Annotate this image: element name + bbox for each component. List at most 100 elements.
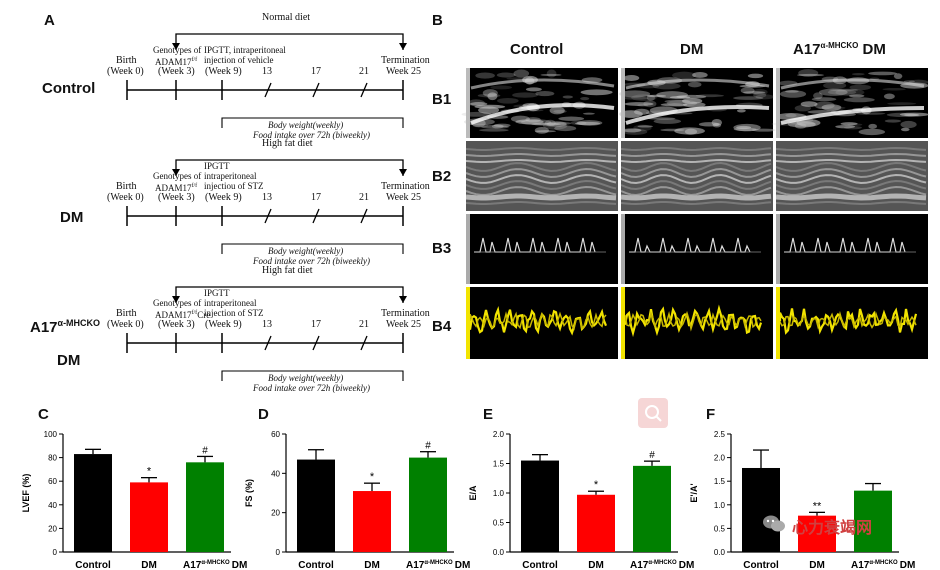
birth-week-label: (Week 0) <box>107 319 144 330</box>
echo-image-b1-2 <box>776 68 928 138</box>
bar-chart-f: 0.0 0.5 1.0 1.5 2.0 2.5 E'/A' ** Control DM A17α-M… <box>668 420 898 570</box>
y-tick-label: 2.0 <box>493 430 505 439</box>
y-tick-label: 2.0 <box>714 454 726 463</box>
week-21-label: 21 <box>359 192 369 203</box>
arrow-down-icon <box>399 43 407 50</box>
bar-control <box>742 468 780 552</box>
echo-image-b1-1 <box>621 68 773 138</box>
y-tick-label: 1.5 <box>714 477 726 486</box>
ipgtt-week-label: (Week 9) <box>205 192 242 203</box>
y-tick-label: 0 <box>53 548 58 557</box>
watermark-text: 心力衰竭网 <box>792 514 872 538</box>
echo-col-control: Control <box>510 41 563 58</box>
x-tick-label-control: Control <box>522 560 558 570</box>
week-17-label: 17 <box>311 66 321 77</box>
week-13-label: 13 <box>262 192 272 203</box>
ipgtt-label: IPGTT <box>204 161 230 171</box>
bar-dm <box>130 482 168 552</box>
x-tick-label-a17: A17α-MHCKO DM <box>851 560 915 570</box>
ipgtt-route-label: intraperitoneal <box>204 298 256 308</box>
echo-row-b4: B4 <box>432 318 451 335</box>
y-tick-label: 0.0 <box>493 548 505 557</box>
birth-label: Birth <box>116 181 137 192</box>
bar-a17 <box>409 458 447 552</box>
x-tick-label-control: Control <box>743 560 779 570</box>
bar-a17 <box>186 462 224 552</box>
echo-image-b2-2 <box>776 141 928 211</box>
echo-col-dm: DM <box>680 41 703 58</box>
echo-image-b2-0 <box>466 141 618 211</box>
x-tick-label-dm: DM <box>141 560 157 570</box>
echo-col-a17: A17α-MHCKO DM <box>793 41 886 58</box>
y-tick-label: 2.5 <box>714 430 726 439</box>
x-tick-label-dm: DM <box>809 560 825 570</box>
birth-week-label: (Week 0) <box>107 192 144 203</box>
y-tick-label: 1.0 <box>714 501 726 510</box>
echo-image-b1-0 <box>466 68 618 138</box>
y-tick-label: 0.0 <box>714 548 726 557</box>
ipgtt-agent-label: injection of STZ <box>204 308 264 318</box>
magnifier-icon <box>638 398 668 428</box>
x-tick-label-control: Control <box>75 560 111 570</box>
arrow-down-icon <box>399 169 407 176</box>
bar-dm <box>577 495 615 552</box>
group-label-dm: DM <box>60 209 83 226</box>
food-intake-label: Food intake over 72h (biweekly) <box>253 383 370 393</box>
group-label-a17-dm: DM <box>57 352 80 369</box>
echo-image-b4-0 <box>466 287 618 359</box>
y-axis-label: LVEF (%) <box>21 474 31 513</box>
y-tick-label: 1.5 <box>493 460 505 469</box>
birth-week-label: (Week 0) <box>107 66 144 77</box>
bar-dm <box>353 491 391 552</box>
y-tick-label: 60 <box>48 477 57 486</box>
group-label-control: Control <box>42 80 95 97</box>
bodyweight-label: Body weight(weekly) <box>268 246 343 256</box>
termination-week-label: Week 25 <box>386 192 421 203</box>
bar-a17 <box>633 466 671 552</box>
significance-marker: * <box>370 471 375 483</box>
week-17-label: 17 <box>311 319 321 330</box>
week-13-label: 13 <box>262 66 272 77</box>
wechat-logo-icon <box>762 514 786 534</box>
y-tick-label: 60 <box>271 430 280 439</box>
genotype-week-label: (Week 3) <box>158 192 195 203</box>
y-tick-label: 20 <box>271 509 280 518</box>
genotype-label: Genotypes of <box>153 171 201 181</box>
y-tick-label: 40 <box>48 501 57 510</box>
genotype-label: Genotypes of <box>153 298 201 308</box>
termination-label: Termination <box>381 308 430 319</box>
ipgtt-route-label: intraperitoneal <box>204 171 256 181</box>
arrow-down-icon <box>399 296 407 303</box>
ipgtt-agent-label: injectiou of STZ <box>204 181 264 191</box>
y-axis-label: FS (%) <box>244 479 254 507</box>
y-tick-label: 40 <box>271 469 280 478</box>
bar-chart-c: 0 20 40 60 80 100 LVEF (%) * # Control DM A17α-MHCK… <box>0 420 230 570</box>
x-tick-label-control: Control <box>298 560 334 570</box>
y-tick-label: 0.5 <box>714 524 726 533</box>
bar-control <box>297 460 335 552</box>
y-tick-label: 0 <box>276 548 281 557</box>
bar-control <box>74 454 112 552</box>
y-tick-label: 100 <box>44 430 58 439</box>
group-label-a17: A17α-MHCKO <box>30 318 100 336</box>
echo-image-b3-2 <box>776 214 928 284</box>
y-tick-label: 80 <box>48 454 57 463</box>
x-tick-label-dm: DM <box>364 560 380 570</box>
ipgtt-week-label: (Week 9) <box>205 319 242 330</box>
diet-label: Normal diet <box>262 12 310 23</box>
diet-label: High fat diet <box>262 265 313 276</box>
significance-marker: # <box>649 450 655 461</box>
echo-image-b3-1 <box>621 214 773 284</box>
significance-marker: * <box>594 479 599 491</box>
week-17-label: 17 <box>311 192 321 203</box>
termination-label: Termination <box>381 181 430 192</box>
bar-chart-e: 0.0 0.5 1.0 1.5 2.0 E/A * # Control DM A17α-MHCKO D… <box>447 420 677 570</box>
echo-row-b2: B2 <box>432 168 451 185</box>
echo-image-b4-1 <box>621 287 773 359</box>
ipgtt-agent-label: injection of vehicle <box>204 55 273 65</box>
watermark-search-icon <box>638 398 668 428</box>
week-21-label: 21 <box>359 66 369 77</box>
termination-week-label: Week 25 <box>386 319 421 330</box>
genotype-week-label: (Week 3) <box>158 319 195 330</box>
x-tick-label-dm: DM <box>588 560 604 570</box>
